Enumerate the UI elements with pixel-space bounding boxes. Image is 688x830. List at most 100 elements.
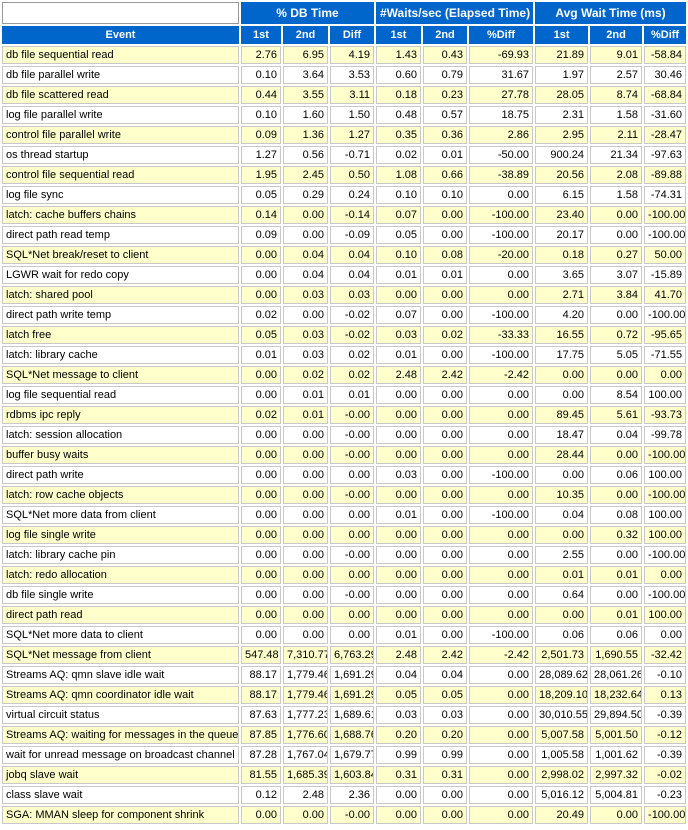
table-row: class slave wait 0.12 2.48 2.36 0.00 0.00 0.00… [2, 786, 687, 804]
value-cell: 0.00 [330, 526, 374, 544]
value-cell: 10.35 [535, 486, 589, 504]
event-name: direct path write temp [2, 306, 239, 324]
value-cell: 0.00 [469, 686, 534, 704]
value-cell: 0.04 [590, 426, 643, 444]
value-cell: -0.00 [330, 406, 374, 424]
value-cell: 0.00 [590, 806, 643, 824]
value-cell: 50.00 [644, 246, 687, 264]
value-cell: -99.78 [644, 426, 687, 444]
value-cell: 2.86 [469, 126, 534, 144]
value-cell: 0.03 [423, 706, 467, 724]
value-cell: 9.01 [590, 46, 643, 64]
table-row: db file sequential read 2.76 6.95 4.19 1.43 0… [2, 46, 687, 64]
value-cell: -0.39 [644, 746, 687, 764]
value-cell: 0.00 [423, 226, 467, 244]
value-cell: 5.05 [590, 346, 643, 364]
table-row: latch: shared pool 0.00 0.03 0.03 0.00 0.00 0.… [2, 286, 687, 304]
value-cell: 100.00 [644, 386, 687, 404]
value-cell: 0.56 [283, 146, 328, 164]
value-cell: 0.00 [283, 426, 328, 444]
value-cell: 0.00 [469, 766, 534, 784]
value-cell: 100.00 [644, 606, 687, 624]
value-cell: 0.00 [423, 546, 467, 564]
group-header: % DB Time [241, 2, 374, 24]
value-cell: 0.00 [241, 466, 281, 484]
value-cell: 1,767.04 [283, 746, 328, 764]
value-cell: 0.03 [283, 326, 328, 344]
value-cell: 1,685.39 [283, 766, 328, 784]
value-cell: 0.00 [469, 586, 534, 604]
value-cell: -100.00 [469, 206, 534, 224]
value-cell: 0.01 [423, 266, 467, 284]
value-cell: 0.10 [376, 186, 421, 204]
event-name: log file sequential read [2, 386, 239, 404]
value-cell: 0.00 [469, 486, 534, 504]
value-cell: -0.02 [330, 306, 374, 324]
value-cell: 6,763.29 [330, 646, 374, 664]
event-name: LGWR wait for redo copy [2, 266, 239, 284]
value-cell: 1,777.23 [283, 706, 328, 724]
value-cell: -2.42 [469, 366, 534, 384]
value-cell: 0.99 [376, 746, 421, 764]
value-cell: 0.03 [376, 326, 421, 344]
value-cell: 1.58 [590, 186, 643, 204]
value-cell: 88.17 [241, 666, 281, 684]
value-cell: 0.00 [644, 566, 687, 584]
value-cell: -0.10 [644, 666, 687, 684]
event-name: jobq slave wait [2, 766, 239, 784]
value-cell: 1.27 [330, 126, 374, 144]
value-cell: 0.03 [283, 346, 328, 364]
value-cell: 0.31 [423, 766, 467, 784]
table-row: control file sequential read 1.95 2.45 0.50… [2, 166, 687, 184]
value-cell: 20.56 [535, 166, 589, 184]
event-name: latch: row cache objects [2, 486, 239, 504]
value-cell: 0.00 [376, 606, 421, 624]
value-cell: 0.00 [423, 426, 467, 444]
value-cell: -31.60 [644, 106, 687, 124]
value-cell: -100.00 [644, 206, 687, 224]
value-cell: 0.03 [283, 286, 328, 304]
column-header: 1st [241, 26, 281, 44]
value-cell: 2.71 [535, 286, 589, 304]
value-cell: 30.46 [644, 66, 687, 84]
value-cell: 0.00 [241, 806, 281, 824]
value-cell: 0.48 [376, 106, 421, 124]
value-cell: 0.00 [535, 466, 589, 484]
table-row: SQL*Net break/reset to client 0.00 0.04 0.0… [2, 246, 687, 264]
value-cell: 1.58 [590, 106, 643, 124]
value-cell: -100.00 [644, 486, 687, 504]
value-cell: 0.01 [283, 406, 328, 424]
value-cell: 0.00 [283, 606, 328, 624]
event-name: log file parallel write [2, 106, 239, 124]
group-header: #Waits/sec (Elapsed Time) [376, 2, 534, 24]
group-header: Avg Wait Time (ms) [535, 2, 687, 24]
value-cell: 0.35 [376, 126, 421, 144]
value-cell: 0.00 [330, 506, 374, 524]
value-cell: 0.00 [241, 606, 281, 624]
value-cell: 0.00 [283, 546, 328, 564]
value-cell: 0.01 [423, 146, 467, 164]
value-cell: 0.00 [423, 406, 467, 424]
value-cell: 3.64 [283, 66, 328, 84]
value-cell: -97.63 [644, 146, 687, 164]
value-cell: 2,501.73 [535, 646, 589, 664]
value-cell: 0.02 [330, 366, 374, 384]
event-name: rdbms ipc reply [2, 406, 239, 424]
value-cell: 0.18 [535, 246, 589, 264]
value-cell: 0.01 [376, 506, 421, 524]
value-cell: 0.02 [423, 326, 467, 344]
value-cell: 0.00 [535, 386, 589, 404]
value-cell: 1,691.29 [330, 666, 374, 684]
event-name: SGA: MMAN sleep for component shrink [2, 806, 239, 824]
blank-cell [2, 2, 239, 24]
value-cell: 0.00 [283, 446, 328, 464]
value-cell: 2.42 [423, 366, 467, 384]
table-row: latch: cache buffers chains 0.14 0.00 -0.14… [2, 206, 687, 224]
value-cell: -100.00 [469, 506, 534, 524]
value-cell: -0.14 [330, 206, 374, 224]
value-cell: 1,688.76 [330, 726, 374, 744]
value-cell: 0.00 [283, 226, 328, 244]
value-cell: 0.08 [423, 246, 467, 264]
value-cell: 0.05 [423, 686, 467, 704]
